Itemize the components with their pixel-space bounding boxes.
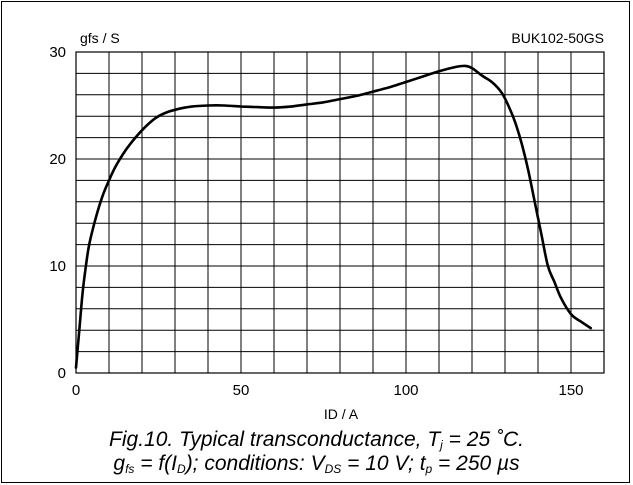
y-tick-label: 10 — [49, 258, 66, 275]
plot-border — [75, 51, 605, 374]
caption-subscript: D — [177, 462, 186, 476]
caption-line-2: gfs = f(ID); conditions: VDS = 10 V; tp … — [0, 452, 633, 476]
caption-text: ); conditions: V — [185, 452, 325, 475]
caption-line-1: Fig.10. Typical transconductance, Tj = 2… — [0, 428, 633, 452]
caption-text: = 10 V; t — [341, 452, 426, 475]
y-tick-label: 20 — [49, 151, 66, 168]
series-line — [74, 64, 593, 369]
chart-grid — [76, 52, 604, 373]
caption-text: g — [113, 452, 126, 475]
y-axis-label: gfs / S — [80, 30, 120, 46]
caption-subscript: p — [425, 462, 433, 476]
caption-text: = f(I — [134, 452, 178, 475]
x-tick-label: 100 — [393, 382, 418, 399]
x-tick-label: 50 — [233, 382, 250, 399]
caption-subscript: j — [440, 438, 443, 452]
x-tick-label: 0 — [72, 382, 80, 399]
caption-subscript: DS — [324, 462, 342, 476]
y-tick-label: 30 — [49, 44, 66, 61]
caption-text: Fig.10. Typical transconductance, T — [109, 428, 441, 451]
tick-labels: 0 50 100 150 0 10 20 30 — [49, 44, 583, 399]
caption-text: = 25 ˚C. — [442, 428, 524, 451]
x-tick-label: 150 — [558, 382, 583, 399]
caption-text: = 250 µs — [432, 452, 520, 475]
chart-title: BUK102-50GS — [511, 30, 604, 46]
x-axis-label: ID / A — [324, 406, 359, 422]
caption-subscript: fs — [125, 462, 135, 476]
y-tick-label: 0 — [58, 365, 66, 382]
